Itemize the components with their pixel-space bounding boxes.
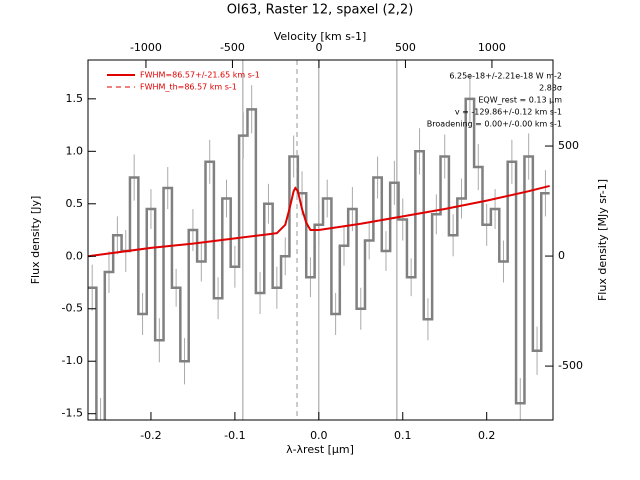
top-tick-label: -500 <box>220 41 245 54</box>
chart-title: OI63, Raster 12, spaxel (2,2) <box>227 3 414 18</box>
right-tick-label: 0 <box>558 249 565 262</box>
y-tick-label: 1.5 <box>66 92 84 105</box>
right-tick-label: -500 <box>558 359 583 372</box>
right-tick-label: 500 <box>558 139 579 152</box>
x-tick-label: 0.1 <box>394 429 412 442</box>
x-tick-label: 0.0 <box>310 429 328 442</box>
y-axis-label: Flux density [Jy] <box>29 196 42 285</box>
annotation: Broadening = 0.00+/-0.00 km s-1 <box>427 120 562 129</box>
right-axis-label: Flux density [MJy sr-1] <box>596 179 609 301</box>
y-tick-label: -1.0 <box>62 354 83 367</box>
plot-frame <box>87 59 554 421</box>
x-tick-label: -0.1 <box>224 429 245 442</box>
x-tick-label: 0.2 <box>478 429 496 442</box>
y-tick-label: -1.5 <box>62 407 83 420</box>
spectrum-line <box>88 97 550 420</box>
annotation: v = -129.86+/-0.12 km s-1 <box>455 108 562 117</box>
annotation: 6.25e-18+/-2.21e-18 W m-2 <box>449 72 562 81</box>
y-tick-label: -0.5 <box>62 302 83 315</box>
fit-line <box>88 184 550 258</box>
top-tick-label: 0 <box>315 41 322 54</box>
axes: -0.2 -0.1 0.0 0.1 0.2 -1.5 -1.0 -0.5 0.0 0.5 1.0 1.… <box>62 41 583 442</box>
top-axis-label: Velocity [km s-1] <box>274 30 367 43</box>
annotation: 2.83σ <box>539 84 562 93</box>
x-axis-label: λ-λrest [μm] <box>286 443 354 456</box>
x-tick-label: -0.2 <box>140 429 161 442</box>
y-tick-label: 1.0 <box>66 144 84 157</box>
y-tick-label: 0.0 <box>66 249 84 262</box>
legend-label: FWHM=86.57+/-21.65 km s-1 <box>140 71 260 80</box>
top-tick-label: 1000 <box>478 41 506 54</box>
legend-label: FWHM_th=86.57 km s-1 <box>140 83 237 92</box>
plot-area <box>88 60 550 420</box>
top-tick-label: 500 <box>395 41 416 54</box>
top-tick-label: -1000 <box>130 41 162 54</box>
annotation: EQW_rest = 0.13 μm <box>478 96 562 105</box>
y-tick-label: 0.5 <box>66 197 84 210</box>
